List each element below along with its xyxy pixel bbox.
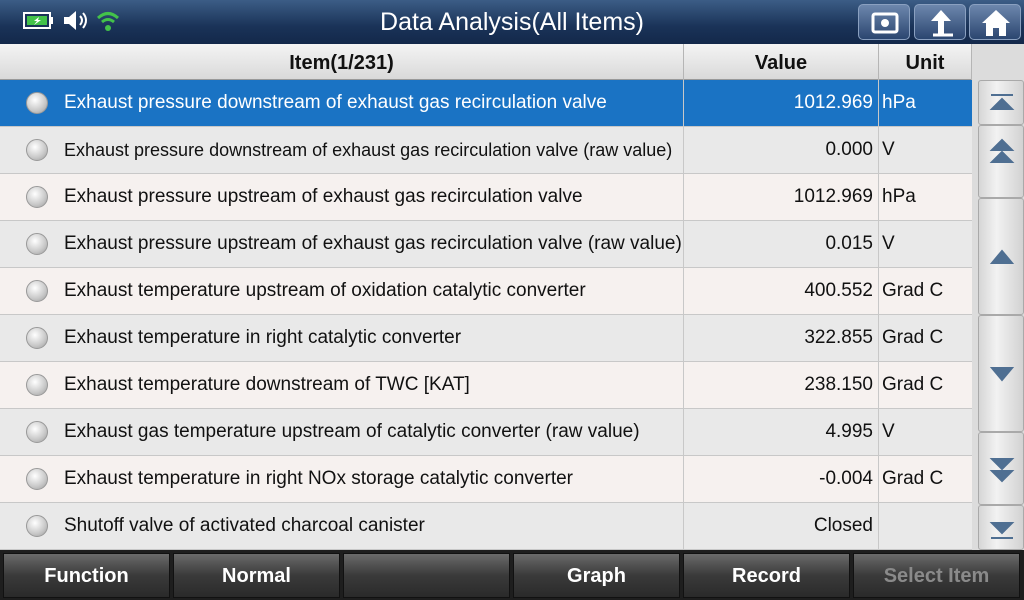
arrow-icon: [989, 94, 1015, 110]
item-unit: V: [882, 139, 895, 160]
item-name: Exhaust pressure downstream of exhaust g…: [0, 80, 684, 126]
radio-button[interactable]: [26, 280, 48, 302]
table-row[interactable]: Exhaust pressure upstream of exhaust gas…: [0, 221, 972, 268]
table-row[interactable]: Exhaust temperature upstream of oxidatio…: [0, 268, 972, 315]
item-name: Exhaust pressure downstream of exhaust g…: [0, 127, 684, 173]
radio-button[interactable]: [26, 139, 48, 161]
item-name: Exhaust temperature downstream of TWC [K…: [0, 362, 684, 408]
item-value: 1012.969: [684, 80, 879, 126]
item-name: Exhaust temperature upstream of oxidatio…: [0, 268, 684, 314]
arrow-icon: [989, 249, 1015, 264]
item-name: Exhaust gas temperature upstream of cata…: [0, 409, 684, 455]
arrow-icon: [989, 138, 1015, 163]
home-button[interactable]: [969, 4, 1021, 40]
title: Data Analysis(All Items): [380, 8, 644, 36]
item-value: -0.004: [684, 456, 879, 502]
screenshot-button[interactable]: [858, 4, 910, 40]
column-header: Unit: [879, 44, 972, 80]
arrow-icon: [989, 367, 1015, 382]
radio-button[interactable]: [26, 186, 48, 208]
radio-button[interactable]: [26, 515, 48, 537]
item-value: 400.552: [684, 268, 879, 314]
item-unit: V: [882, 421, 895, 442]
function-button[interactable]: Function: [3, 553, 170, 598]
scroll-button[interactable]: [978, 432, 1024, 505]
item-unit: Grad C: [882, 327, 944, 348]
status-icons: [23, 11, 120, 31]
scroll-button[interactable]: [978, 505, 1024, 550]
table-row[interactable]: Exhaust pressure downstream of exhaust g…: [0, 127, 972, 174]
item-unit: Grad C: [882, 374, 944, 395]
item-value: 322.855: [684, 315, 879, 361]
item-unit: hPa: [882, 92, 916, 113]
table-row[interactable]: Exhaust gas temperature upstream of cata…: [0, 409, 972, 456]
item-name: Exhaust temperature in right catalytic c…: [0, 315, 684, 361]
top-bar: [0, 0, 1024, 44]
scroll-button[interactable]: [978, 198, 1024, 315]
table-row[interactable]: Exhaust pressure downstream of exhaust g…: [0, 80, 972, 127]
item-value: 238.150: [684, 362, 879, 408]
radio-button[interactable]: [26, 374, 48, 396]
table-header: Item(1/231) Value Unit: [0, 44, 972, 80]
graph-button[interactable]: Graph: [513, 553, 680, 598]
empty-button[interactable]: [343, 553, 510, 598]
radio-button[interactable]: [26, 421, 48, 443]
item-name: Exhaust temperature in right NOx storage…: [0, 456, 684, 502]
record-button[interactable]: Record: [683, 553, 850, 598]
item-value: 0.000: [684, 127, 879, 173]
item-name: Shutoff valve of activated charcoal cani…: [0, 503, 684, 549]
scroll-button[interactable]: [978, 125, 1024, 198]
scroll-button[interactable]: [978, 315, 1024, 432]
radio-button[interactable]: [26, 233, 48, 255]
table-row[interactable]: Exhaust temperature in right NOx storage…: [0, 456, 972, 503]
item-unit: hPa: [882, 186, 916, 207]
column-header: Item(1/231): [0, 44, 684, 80]
select-item-button: Select Item: [853, 553, 1020, 598]
item-unit: Grad C: [882, 468, 944, 489]
item-value: 4.995: [684, 409, 879, 455]
table-row[interactable]: Exhaust temperature downstream of TWC [K…: [0, 362, 972, 409]
table-row[interactable]: Shutoff valve of activated charcoal cani…: [0, 503, 972, 550]
arrow-icon: [989, 522, 1015, 539]
radio-button[interactable]: [26, 468, 48, 490]
column-header: Value: [684, 44, 879, 80]
scroll-button[interactable]: [978, 80, 1024, 125]
arrow-icon: [989, 458, 1015, 483]
normal-button[interactable]: Normal: [173, 553, 340, 598]
item-value: 0.015: [684, 221, 879, 267]
radio-button[interactable]: [26, 327, 48, 349]
item-name: Exhaust pressure upstream of exhaust gas…: [0, 221, 684, 267]
item-unit: Grad C: [882, 280, 944, 301]
item-value: 1012.969: [684, 174, 879, 220]
item-name: Exhaust pressure upstream of exhaust gas…: [0, 174, 684, 220]
table-row[interactable]: Exhaust temperature in right catalytic c…: [0, 315, 972, 362]
item-value: Closed: [684, 503, 879, 549]
item-unit: V: [882, 233, 895, 254]
radio-button[interactable]: [26, 92, 48, 114]
back-button[interactable]: [914, 4, 966, 40]
table-row[interactable]: Exhaust pressure upstream of exhaust gas…: [0, 174, 972, 221]
